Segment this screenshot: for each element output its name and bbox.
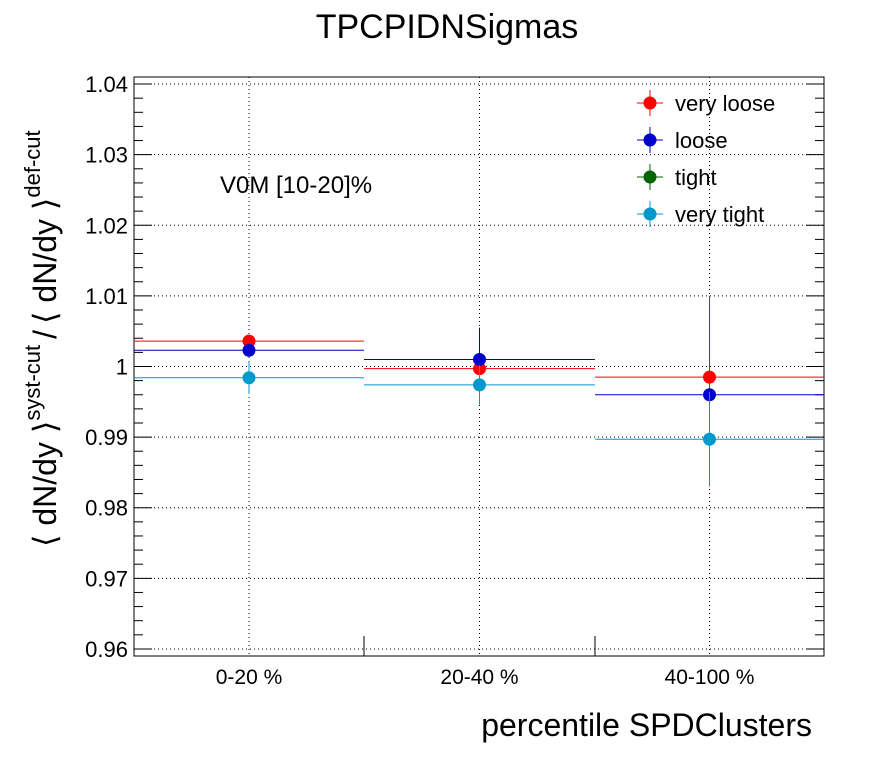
y-tick-label: 0.96	[85, 637, 128, 662]
legend-label: very loose	[675, 91, 775, 116]
x-tick-label: 20-40 %	[440, 666, 518, 689]
legend-marker	[643, 133, 657, 147]
y-tick-label: 0.98	[85, 496, 128, 521]
y-tick-label: 1.04	[85, 72, 128, 97]
data-point	[473, 352, 486, 366]
legend: very loose loose tight very tight	[637, 90, 775, 227]
x-axis-label: percentile SPDClusters	[481, 707, 812, 743]
data-point	[473, 378, 486, 392]
y-tick-label: 1.03	[85, 143, 128, 168]
plot-area: 0.96 0.97 0.98 0.99 1 1.01 1.02 1.03 1.04 0-20 % 2…	[85, 72, 825, 689]
x-tick-label: 40-100 %	[665, 666, 755, 689]
annotation-text: V0M [10-20]%	[220, 172, 372, 199]
data-point	[242, 343, 256, 357]
chart-title: TPCPIDNSigmas	[316, 8, 579, 46]
y-axis-label: ⟨ dN/dy ⟩syst-cut/⟨ dN/dy ⟩def-cut	[20, 130, 63, 547]
data-point	[703, 432, 716, 446]
legend-label: tight	[675, 165, 717, 190]
x-tick-label: 0-20 %	[216, 666, 283, 689]
y-tick-label: 0.99	[85, 425, 128, 450]
legend-label: very tight	[675, 202, 764, 227]
data-point	[242, 371, 256, 385]
legend-marker	[643, 96, 657, 110]
svg-text:⟨ dN/dy ⟩syst-cut/⟨ dN/dy ⟩def: ⟨ dN/dy ⟩syst-cut/⟨ dN/dy ⟩def-cut	[20, 130, 63, 547]
legend-marker	[643, 207, 657, 221]
data-point	[703, 370, 716, 384]
legend-marker	[643, 170, 657, 184]
legend-label: loose	[675, 128, 728, 153]
y-tick-label: 1	[116, 355, 128, 380]
data-point	[242, 334, 256, 348]
y-tick-label: 0.97	[85, 566, 128, 591]
y-tick-label: 1.02	[85, 213, 128, 238]
y-tick-label: 1.01	[85, 284, 128, 309]
